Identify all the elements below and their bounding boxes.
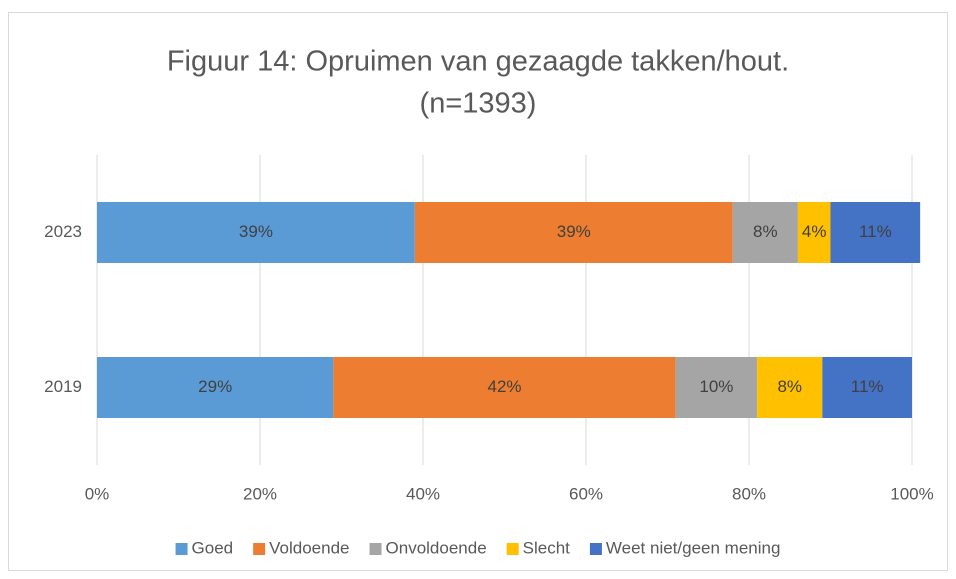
legend-label: Goed — [192, 538, 234, 557]
legend-swatch — [175, 543, 188, 555]
legend-swatch — [369, 543, 382, 555]
data-label: 11% — [851, 377, 884, 396]
x-tick-label: 60% — [569, 484, 603, 503]
chart-frame — [8, 12, 948, 571]
data-label: 39% — [557, 222, 591, 241]
data-label: 29% — [198, 377, 232, 396]
bar-segment — [757, 357, 823, 418]
y-tick-label: 2019 — [44, 377, 82, 396]
data-label: 8% — [753, 222, 778, 241]
data-label: 4% — [802, 222, 827, 241]
bar-segment — [97, 202, 415, 263]
bar-segment — [732, 202, 798, 263]
legend-swatch — [253, 543, 266, 555]
legend-swatch — [589, 543, 602, 555]
bar-segment — [675, 357, 758, 418]
x-tick-label: 40% — [406, 484, 440, 503]
bar-segment — [830, 202, 921, 263]
legend-swatch — [506, 543, 519, 555]
x-tick-label: 100% — [890, 484, 933, 503]
chart-title: Figuur 14: Opruimen van gezaagde takken/… — [167, 46, 789, 78]
bar-segment — [333, 357, 676, 418]
x-tick-label: 80% — [732, 484, 766, 503]
bar-segment — [822, 357, 912, 418]
chart-subtitle: (n=1393) — [420, 88, 537, 120]
bar-segment — [797, 202, 831, 263]
data-label: 11% — [859, 222, 892, 241]
y-tick-label: 2023 — [44, 222, 82, 241]
legend-label: Onvoldoende — [386, 538, 487, 557]
legend-label: Slecht — [523, 538, 571, 557]
data-label: 8% — [777, 377, 802, 396]
x-tick-label: 20% — [243, 484, 277, 503]
data-label: 10% — [699, 377, 733, 396]
data-label: 42% — [487, 377, 521, 396]
bar-segment — [97, 357, 334, 418]
x-tick-label: 0% — [85, 484, 110, 503]
legend-label: Voldoende — [269, 538, 349, 557]
legend-label: Weet niet/geen mening — [606, 538, 781, 557]
bar-segment — [414, 202, 733, 263]
data-label: 39% — [239, 222, 273, 241]
